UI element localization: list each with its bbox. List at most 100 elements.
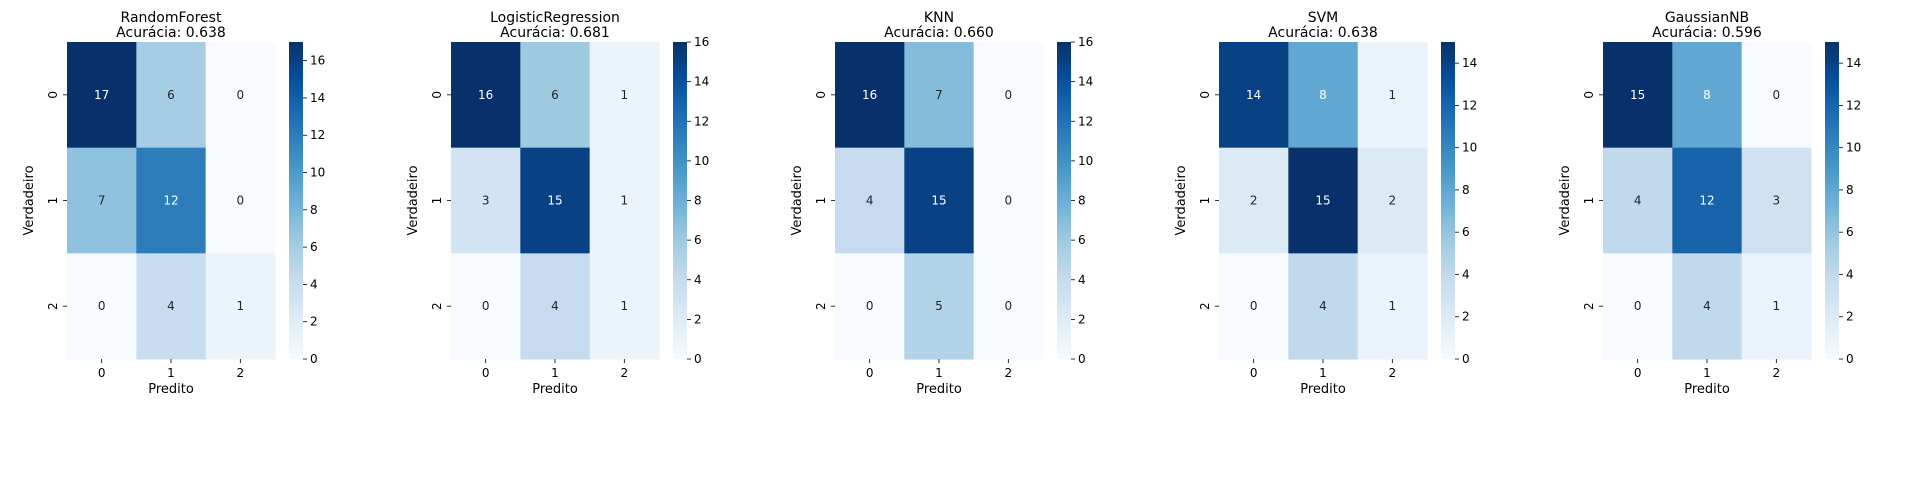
panel-subtitle: Acurácia: 0.638 <box>116 25 226 41</box>
y-axis-label: Verdadeiro <box>22 165 37 235</box>
heatmap-cell <box>973 253 1044 360</box>
heatmap-cell <box>1288 253 1359 360</box>
colorbar-tick-label: 10 <box>1462 141 1477 155</box>
heatmap-cell <box>451 42 521 149</box>
cell-value-label: 4 <box>551 299 559 313</box>
y-tick-label: 2 <box>46 302 60 310</box>
cell-value-label: 12 <box>163 194 178 208</box>
panel-subtitle: Acurácia: 0.660 <box>884 25 994 41</box>
cell-value-label: 3 <box>482 194 490 208</box>
x-tick-label: 0 <box>866 366 874 380</box>
cell-value-label: 1 <box>237 299 245 313</box>
cell-value-label: 0 <box>1005 194 1013 208</box>
y-tick-label: 0 <box>46 91 60 99</box>
colorbar-tick-label: 8 <box>694 194 702 208</box>
y-tick-label: 2 <box>430 302 444 310</box>
panel-title: LogisticRegression <box>490 10 620 26</box>
y-axis-label: Verdadeiro <box>1558 165 1573 235</box>
colorbar-tick-label: 2 <box>1078 312 1086 326</box>
heatmap-cell <box>520 147 591 254</box>
heatmap-cell <box>589 147 660 254</box>
cell-value-label: 3 <box>1773 194 1781 208</box>
colorbar-tick-label: 12 <box>310 128 325 142</box>
colorbar-tick-label: 2 <box>310 315 318 329</box>
colorbar-tick-label: 16 <box>1078 35 1093 49</box>
colorbar-tick-label: 6 <box>1078 233 1086 247</box>
cell-value-label: 1 <box>621 88 629 102</box>
heatmap-cell <box>1357 147 1428 254</box>
heatmap-cell <box>1603 253 1673 360</box>
y-tick-label: 1 <box>430 197 444 205</box>
cell-value-label: 0 <box>1005 299 1013 313</box>
heatmap-cell <box>1288 42 1359 149</box>
colorbar-tick-label: 0 <box>1462 352 1470 366</box>
y-tick-label: 0 <box>814 91 828 99</box>
heatmap-cell <box>973 42 1044 149</box>
cell-value-label: 0 <box>482 299 490 313</box>
x-tick-label: 2 <box>1389 366 1397 380</box>
panel-title: GaussianNB <box>1665 10 1749 26</box>
colorbar-tick-label: 0 <box>310 352 318 366</box>
panel-subtitle: Acurácia: 0.638 <box>1268 25 1378 41</box>
colorbar-tick-label: 2 <box>694 312 702 326</box>
heatmap-cell <box>451 253 521 360</box>
colorbar <box>673 42 687 359</box>
heatmap-cell <box>835 42 905 149</box>
colorbar-tick-label: 10 <box>694 154 709 168</box>
panel-subtitle: Acurácia: 0.681 <box>500 25 610 41</box>
cell-value-label: 15 <box>931 194 946 208</box>
cell-value-label: 0 <box>1005 88 1013 102</box>
colorbar-tick-label: 10 <box>1078 154 1093 168</box>
colorbar-tick-label: 4 <box>1078 273 1086 287</box>
cell-value-label: 7 <box>98 194 106 208</box>
y-tick-label: 1 <box>814 197 828 205</box>
heatmap-cell <box>205 253 276 360</box>
heatmap-cell <box>520 253 591 360</box>
colorbar-tick-label: 10 <box>310 166 325 180</box>
cell-value-label: 0 <box>1250 299 1258 313</box>
x-axis-label: Predito <box>1300 382 1346 397</box>
heatmap-cell <box>451 147 521 254</box>
cell-value-label: 17 <box>94 88 109 102</box>
cell-value-label: 4 <box>866 194 874 208</box>
colorbar-tick-label: 0 <box>1078 352 1086 366</box>
colorbar-tick-label: 14 <box>1846 56 1861 70</box>
x-tick-label: 1 <box>935 366 943 380</box>
colorbar-tick-label: 6 <box>1462 225 1470 239</box>
y-tick-label: 2 <box>814 302 828 310</box>
heatmap-cell <box>1219 42 1289 149</box>
colorbar-tick-label: 4 <box>1846 267 1854 281</box>
cell-value-label: 6 <box>167 88 175 102</box>
cell-value-label: 4 <box>1319 299 1327 313</box>
x-tick-label: 1 <box>551 366 559 380</box>
heatmap-cell <box>67 253 137 360</box>
colorbar-tick-label: 12 <box>1846 98 1861 112</box>
colorbar-tick-label: 16 <box>310 54 325 68</box>
cell-value-label: 2 <box>1250 194 1258 208</box>
colorbar <box>1825 42 1839 359</box>
x-tick-label: 0 <box>1634 366 1642 380</box>
heatmap-cell <box>1219 253 1289 360</box>
x-axis-label: Predito <box>1684 382 1730 397</box>
cell-value-label: 7 <box>935 88 943 102</box>
y-tick-label: 1 <box>1198 197 1212 205</box>
heatmap-cell <box>835 253 905 360</box>
colorbar-tick-label: 14 <box>694 75 709 89</box>
heatmap-cell <box>904 147 975 254</box>
colorbar-tick-label: 14 <box>310 91 325 105</box>
y-axis-label: Verdadeiro <box>790 165 805 235</box>
colorbar <box>289 42 303 359</box>
cell-value-label: 1 <box>1389 299 1397 313</box>
x-tick-label: 2 <box>1005 366 1013 380</box>
y-tick-label: 2 <box>1198 302 1212 310</box>
cell-value-label: 0 <box>237 88 245 102</box>
colorbar-tick-label: 0 <box>694 352 702 366</box>
colorbar-tick-label: 14 <box>1078 75 1093 89</box>
colorbar-tick-label: 12 <box>694 114 709 128</box>
heatmap-cell <box>205 42 276 149</box>
